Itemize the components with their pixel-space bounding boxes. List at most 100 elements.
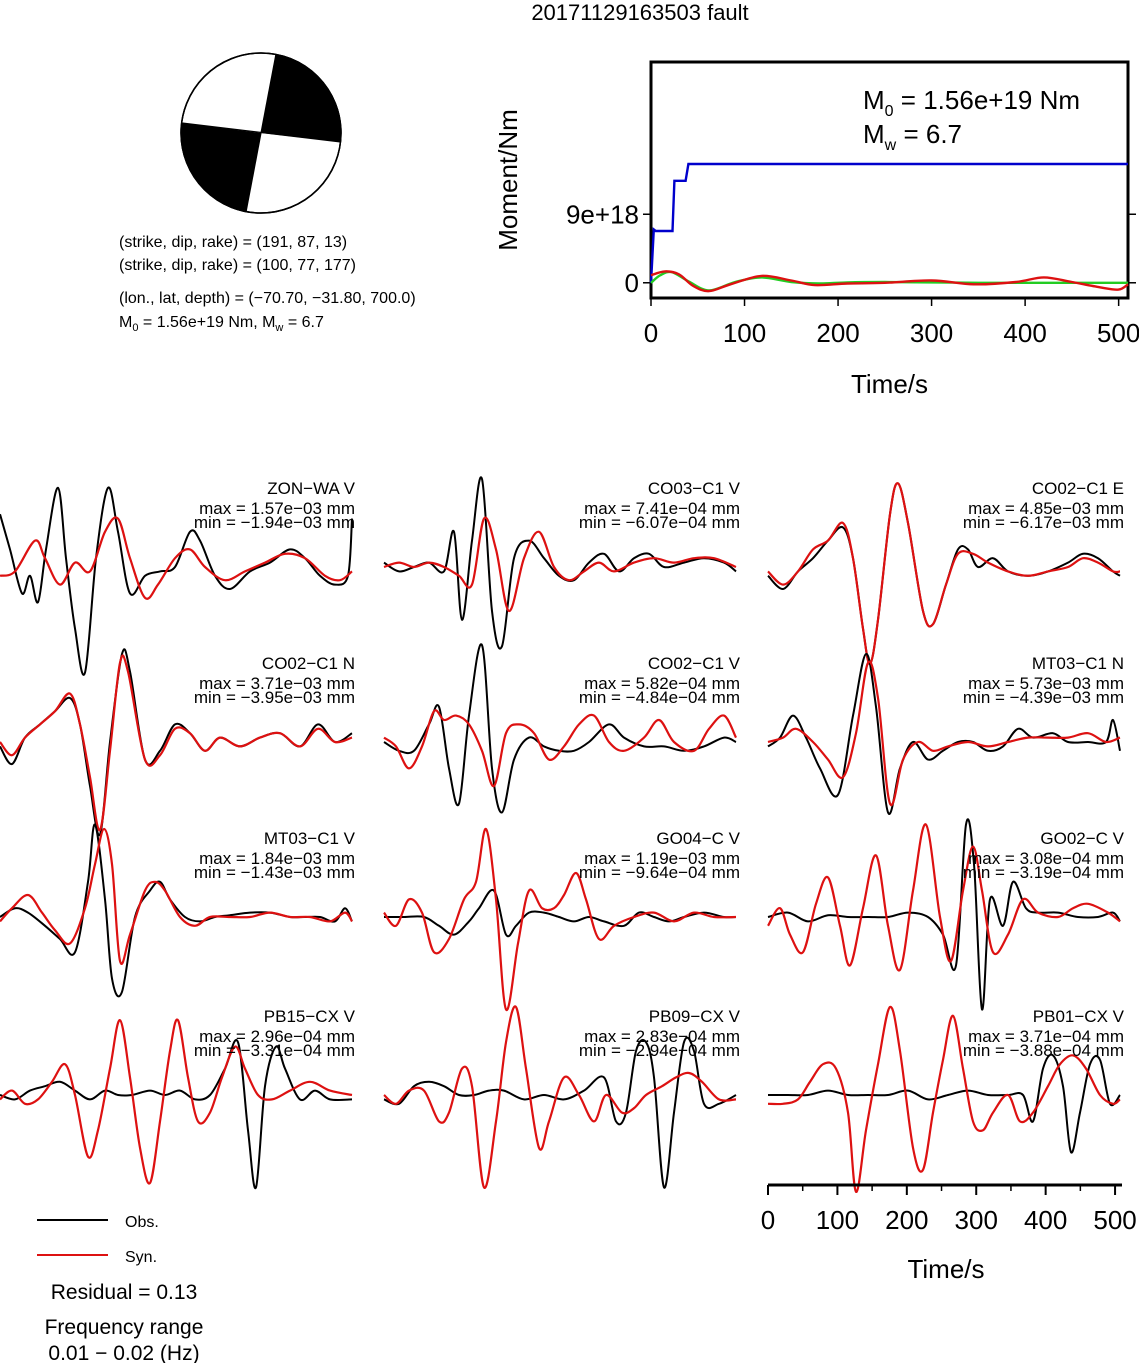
station-label: PB01−CX V xyxy=(1033,1007,1125,1026)
moment-plot-x-tick-label: 200 xyxy=(816,318,859,348)
figure-title: 20171129163503 fault xyxy=(531,0,748,25)
synthetic-trace xyxy=(767,823,1121,972)
max-label: max = 4.85e−03 mm xyxy=(968,499,1124,518)
time-axis-tick-label: 200 xyxy=(885,1205,928,1235)
synthetic-trace xyxy=(383,1005,737,1189)
moment-plot-y-tick-label: 0 xyxy=(625,268,639,298)
moment-plot-x-tick-label: 300 xyxy=(910,318,953,348)
observed-trace xyxy=(767,1053,1121,1154)
synthetic-trace xyxy=(767,660,1121,807)
max-label: max = 3.71e−03 mm xyxy=(199,674,355,693)
synthetic-trace xyxy=(383,516,737,613)
min-label: min = −1.43e−03 mm xyxy=(194,863,355,882)
max-label: max = 1.57e−03 mm xyxy=(199,499,355,518)
moment-plot-m0-label: M0 = 1.56e+19 Nm xyxy=(863,85,1080,120)
max-label: max = 5.82e−04 mm xyxy=(584,674,740,693)
min-label: min = −9.64e−04 mm xyxy=(579,863,740,882)
synthetic-trace xyxy=(767,1005,1121,1193)
observed-trace xyxy=(383,643,737,814)
observed-trace xyxy=(383,476,737,650)
observed-trace xyxy=(767,818,1121,1011)
max-label: max = 3.71e−04 mm xyxy=(968,1027,1124,1046)
min-label: min = −3.31e−04 mm xyxy=(194,1041,355,1060)
station-label: CO02−C1 N xyxy=(262,654,355,673)
moment-series-line xyxy=(649,162,1128,283)
observed-trace xyxy=(384,888,737,938)
plane1-text: (strike, dip, rake) = (191, 87, 13) xyxy=(119,234,347,251)
moment-plot-ylabel: Moment/Nm xyxy=(493,109,523,251)
station-label: ZON−WA V xyxy=(267,479,355,498)
residual-text: Residual = 0.13 xyxy=(51,1281,198,1304)
max-label: max = 7.41e−04 mm xyxy=(584,499,740,518)
legend-syn-label: Syn. xyxy=(125,1249,157,1266)
min-label: min = −3.95e−03 mm xyxy=(194,688,355,707)
synthetic-trace xyxy=(0,827,353,965)
frequency-range-value: 0.01 − 0.02 (Hz) xyxy=(48,1342,199,1363)
moment-plot-xlabel: Time/s xyxy=(851,369,928,399)
time-axis-tick-label: 500 xyxy=(1093,1205,1136,1235)
frequency-range-title: Frequency range xyxy=(45,1316,204,1339)
station-label: PB15−CX V xyxy=(264,1007,356,1026)
min-label: min = −6.07e−04 mm xyxy=(579,513,740,532)
legend: Obs. Syn. Residual = 0.13 Frequency rang… xyxy=(37,1214,203,1363)
min-label: min = −6.17e−03 mm xyxy=(963,513,1124,532)
synthetic-trace xyxy=(383,827,737,1011)
station-label: CO03−C1 V xyxy=(648,479,741,498)
waveform-time-axis: 0 100 200 300 400 500 Time/s xyxy=(761,1183,1137,1284)
min-label: min = −4.84e−04 mm xyxy=(579,688,740,707)
observed-trace xyxy=(383,1036,737,1189)
observed-trace xyxy=(0,1039,353,1190)
moment-series-line xyxy=(650,270,1129,293)
moment-text: M0 = 1.56e+19 Nm, Mw = 6.7 xyxy=(119,314,324,334)
station-label: MT03−C1 V xyxy=(264,829,356,848)
beachball-icon xyxy=(180,52,342,214)
moment-plot-mw-label: Mw = 6.7 xyxy=(863,119,962,154)
moment-plot-x-tick-label: 100 xyxy=(723,318,766,348)
min-label: min = −3.19e−04 mm xyxy=(963,863,1124,882)
time-axis-tick-label: 0 xyxy=(761,1205,775,1235)
synthetic-trace xyxy=(383,709,737,788)
max-label: max = 2.83e−04 mm xyxy=(584,1027,740,1046)
station-label: CO02−C1 V xyxy=(648,654,741,673)
station-label: PB09−CX V xyxy=(649,1007,741,1026)
min-label: min = −1.94e−03 mm xyxy=(194,513,355,532)
moment-plot: 0 100 200 300 400 500 0 9e+18 Time/s Moment/Nm xyxy=(493,60,1139,399)
max-label: max = 5.73e−03 mm xyxy=(968,674,1124,693)
min-label: min = −2.94e−04 mm xyxy=(579,1041,740,1060)
max-label: max = 3.08e−04 mm xyxy=(968,849,1124,868)
time-axis-tick-label: 400 xyxy=(1024,1205,1067,1235)
moment-plot-x-tick-label: 0 xyxy=(644,318,658,348)
time-axis-tick-label: 300 xyxy=(955,1205,998,1235)
moment-plot-frame xyxy=(649,60,1130,300)
plane2-text: (strike, dip, rake) = (100, 77, 177) xyxy=(119,257,356,274)
observed-trace xyxy=(767,652,1121,815)
synthetic-trace xyxy=(767,482,1121,665)
min-label: min = −4.39e−03 mm xyxy=(963,688,1124,707)
moment-plot-x-tick-label: 500 xyxy=(1097,318,1139,348)
legend-obs-label: Obs. xyxy=(125,1214,159,1231)
station-label: GO04−C V xyxy=(656,829,740,848)
max-label: max = 2.96e−04 mm xyxy=(199,1027,355,1046)
max-label: max = 1.84e−03 mm xyxy=(199,849,355,868)
station-label: MT03−C1 N xyxy=(1032,654,1124,673)
moment-plot-y-tick-label: 9e+18 xyxy=(566,199,639,229)
synthetic-trace xyxy=(0,516,353,600)
synthetic-trace xyxy=(0,1018,353,1185)
location-text: (lon., lat, depth) = (−70.70, −31.80, 70… xyxy=(119,290,416,307)
max-label: max = 1.19e−03 mm xyxy=(584,849,740,868)
min-label: min = −3.88e−04 mm xyxy=(963,1041,1124,1060)
